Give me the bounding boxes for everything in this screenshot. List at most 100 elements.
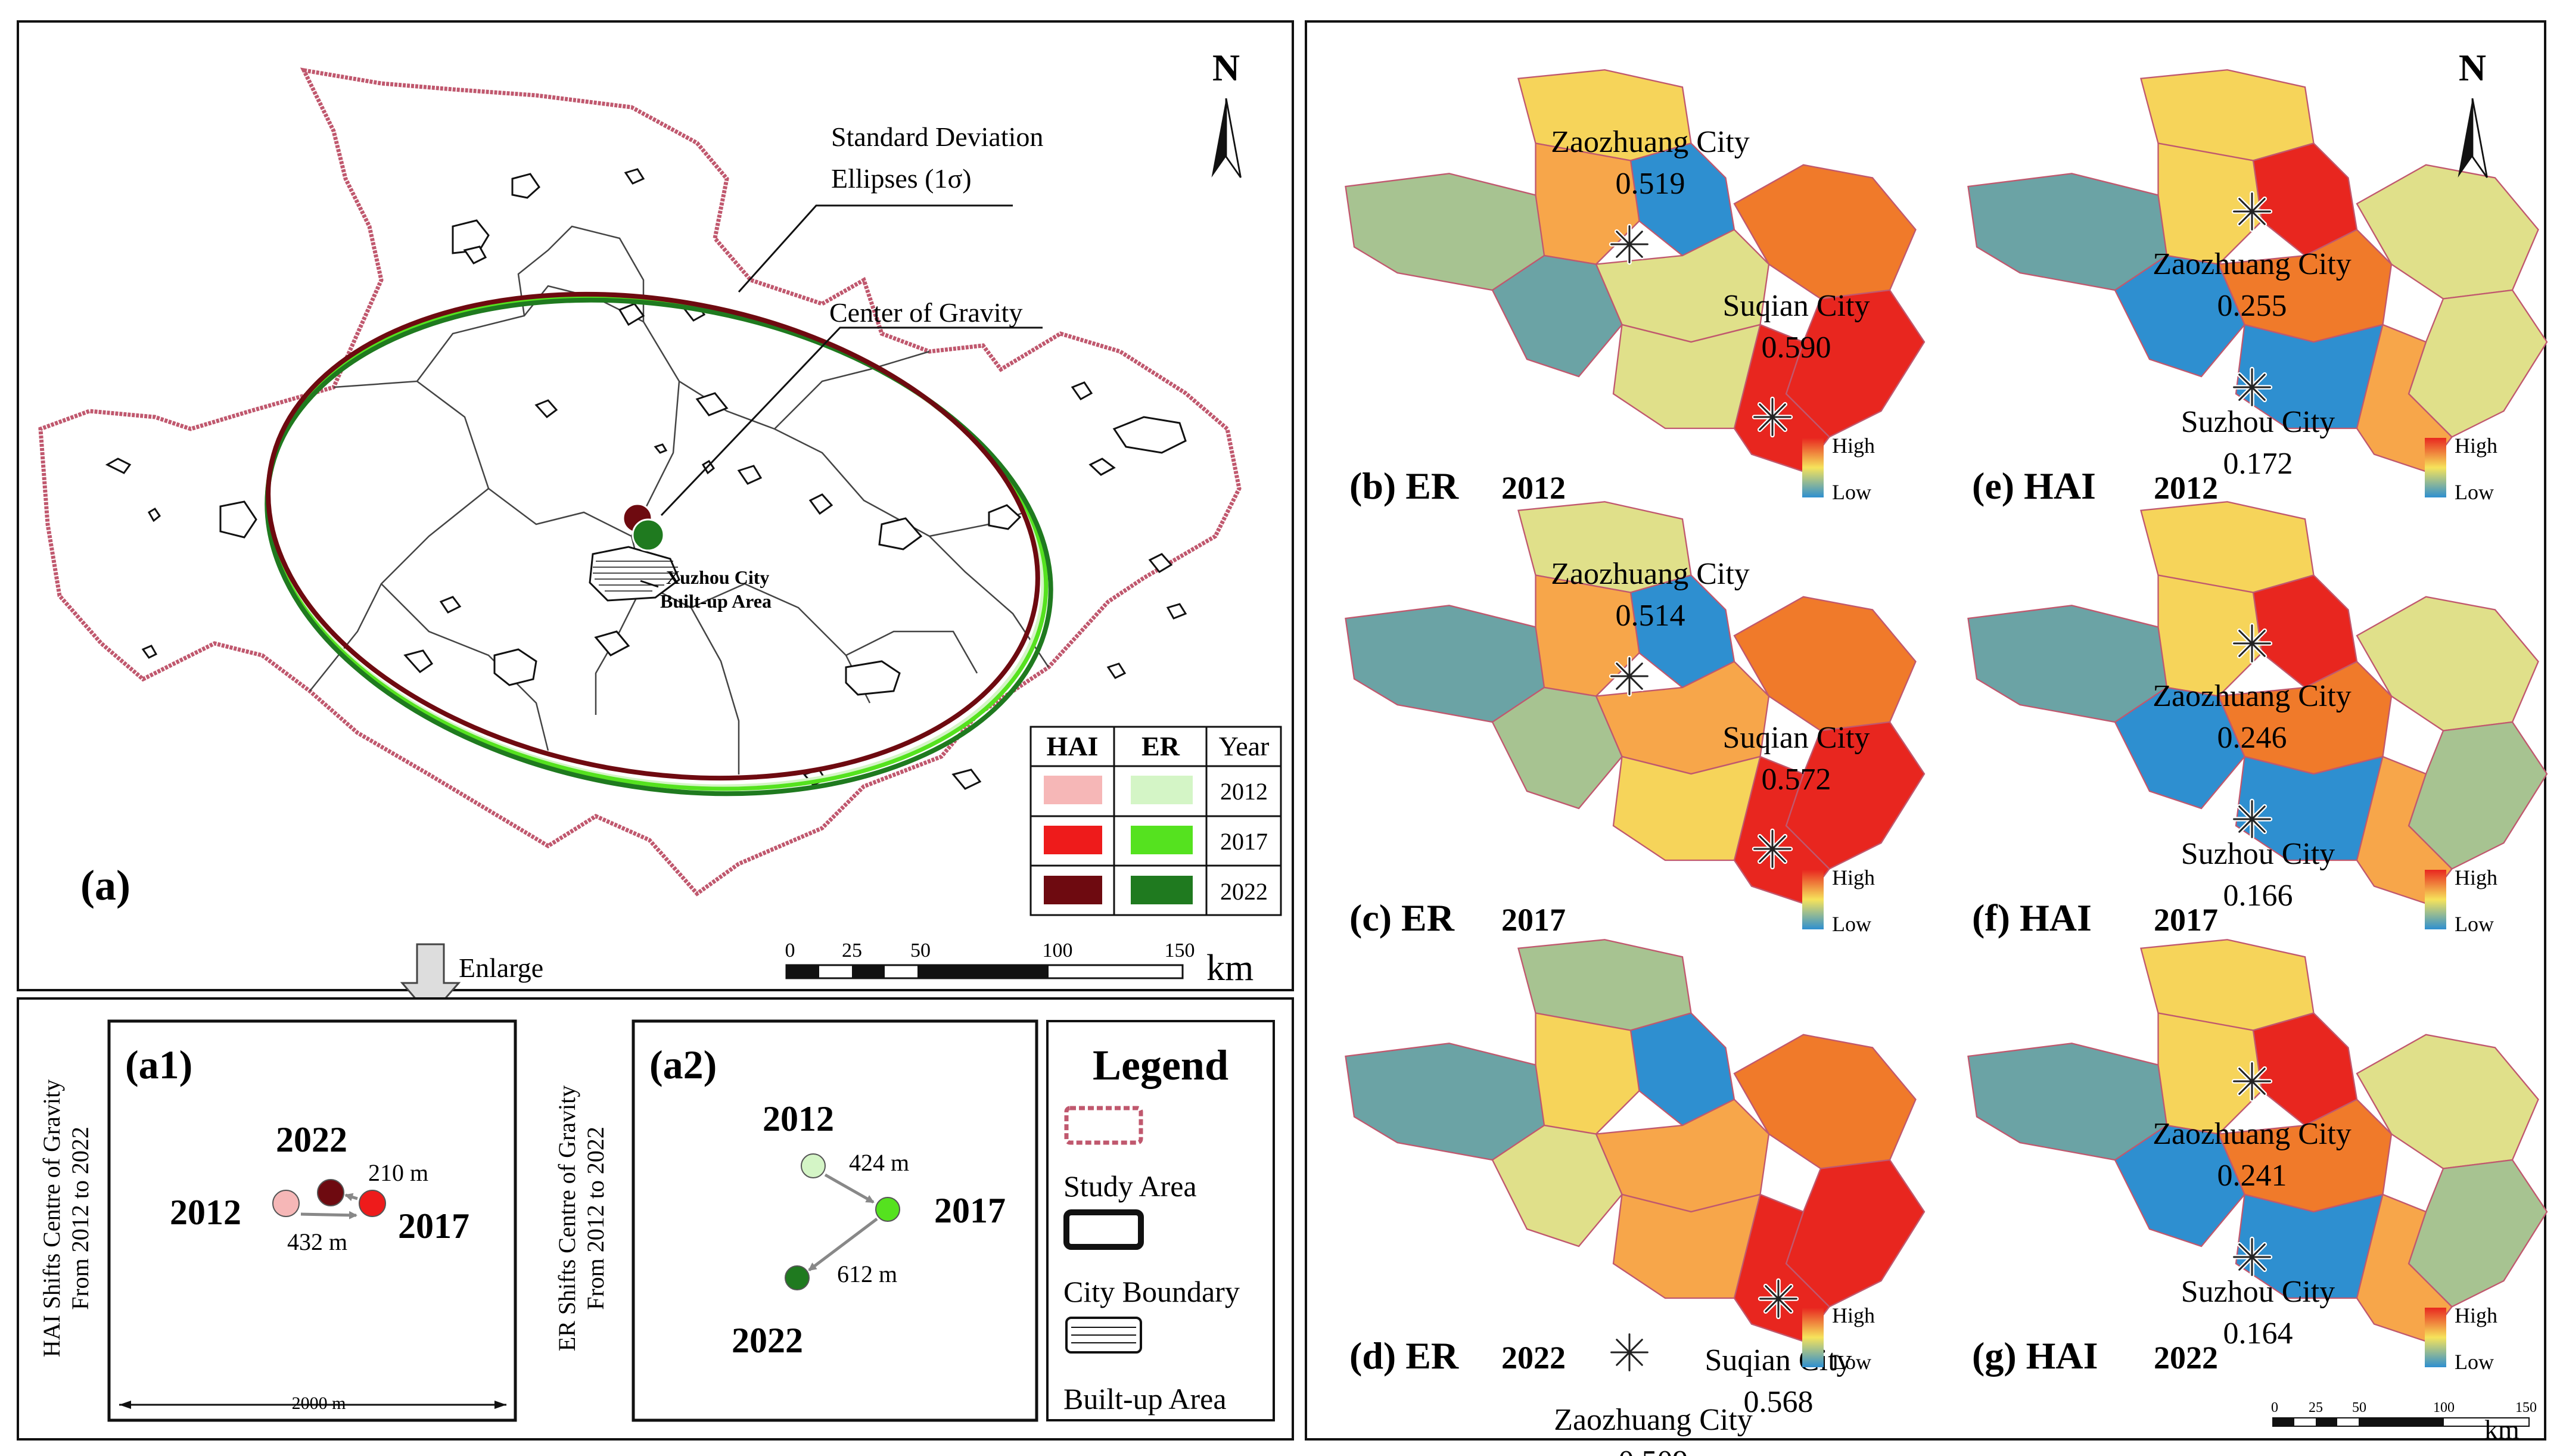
city-label-1: Zaozhuang City	[2153, 1117, 2352, 1151]
a1-shift-arrow-1	[300, 1211, 357, 1219]
city-label-1: Zaozhuang City	[1551, 125, 1750, 159]
a1-panel-label: (a1)	[125, 1042, 192, 1087]
legend-box: Legend Study Area City Boundary Built-up…	[1046, 1020, 1275, 1421]
highlight-asterisk-icon	[2232, 799, 2272, 839]
highlight-asterisk-icon	[2232, 1062, 2272, 1102]
swatch-er-2017	[1131, 826, 1193, 854]
panel-label-a: (a)	[80, 861, 130, 909]
a2-side-title-line1: ER Shifts Centre of Gravity	[553, 1085, 580, 1352]
small-map-5: Zaozhuang City 0.246 Suzhou City 0.166 High L…	[1967, 501, 2548, 939]
city-value-1: 0.241	[2217, 1159, 2287, 1193]
scale-high-label: High	[1832, 1303, 1875, 1327]
main-scale-tick-100: 100	[1043, 939, 1073, 962]
highlight-asterisk-icon	[2232, 192, 2272, 232]
city-label-2: Suqian City	[1704, 1343, 1852, 1377]
small-map-2: Zaozhuang City 0.514 Suqian City 0.572 High L…	[1345, 501, 1926, 939]
a1-year-2012: 2012	[170, 1193, 241, 1232]
swatch-hai-2017	[1044, 826, 1102, 854]
scale-low-label: Low	[2455, 480, 2494, 504]
legend-item-built-up-area: Built-up Area	[1063, 1382, 1227, 1415]
highlight-asterisk-icon	[2232, 368, 2272, 407]
panel-year: 2022	[1501, 1340, 1566, 1376]
a2-dist-2017-2022: 612 m	[837, 1261, 897, 1287]
table-year-2022: 2022	[1220, 878, 1268, 905]
highlight-asterisk-icon	[1759, 1279, 1799, 1319]
panel-label: (d) ER	[1349, 1334, 1459, 1377]
legend-study-area-swatch	[1064, 1106, 1143, 1145]
highlight-asterisk-icon	[1753, 397, 1793, 437]
xuzhou-label-line2: Built-up Area	[660, 590, 772, 612]
a1-scale-label: 2000 m	[292, 1393, 346, 1413]
region-northeast	[1733, 596, 1917, 732]
region-northeast	[1733, 1034, 1917, 1169]
table-year-2017: 2017	[1220, 828, 1268, 855]
legend-built-up-swatch	[1065, 1317, 1142, 1354]
inset-a2-frame	[632, 1019, 1038, 1422]
city-label-1: Zaozhuang City	[2153, 679, 2352, 713]
a1-hai-2022-point	[317, 1179, 344, 1206]
sde-ellipses	[265, 291, 1053, 797]
panel-label: (c) ER	[1349, 897, 1455, 939]
city-label-2: Suzhou City	[2181, 405, 2335, 439]
city-label-1: Zaozhuang City	[2153, 247, 2352, 281]
color-scale-bar	[2425, 1308, 2446, 1367]
table-header-hai: HAI	[1047, 731, 1099, 761]
swatch-er-2022	[1131, 876, 1193, 904]
scale-low-label: Low	[1832, 1350, 1871, 1374]
legend-item-city-boundary: City Boundary	[1063, 1275, 1240, 1308]
legend-title: Legend	[1093, 1041, 1228, 1089]
year-legend-table: HAI ER Year 2012 2017 2022	[1029, 726, 1282, 916]
main-scale-tick-25: 25	[842, 939, 862, 962]
cog-er-marker	[632, 518, 665, 552]
panel-year: 2022	[2154, 1340, 2218, 1376]
region-northeast	[2356, 1034, 2539, 1169]
scale-low-label: Low	[2455, 1350, 2494, 1374]
city-value-2: 0.172	[2223, 447, 2293, 481]
scale-high-label: High	[1832, 866, 1875, 889]
city-value-2: 0.568	[1744, 1385, 1814, 1419]
scale-high-label: High	[1832, 434, 1875, 458]
xuzhou-label-line1: Xuzhou City	[666, 567, 769, 588]
panel-year: 2017	[2154, 902, 2218, 938]
highlight-asterisk-icon	[1610, 1333, 1650, 1373]
a2-shift-arrow-1	[824, 1173, 875, 1204]
a2-er-2022-point	[785, 1265, 810, 1290]
city-value-2: 0.572	[1762, 763, 1831, 797]
panel-label: (g) HAI	[1972, 1334, 2098, 1377]
highlight-asterisk-icon	[1610, 657, 1650, 696]
scale-high-label: High	[2455, 1303, 2497, 1327]
a2-er-2012-point	[801, 1153, 826, 1178]
table-year-2012: 2012	[1220, 778, 1268, 805]
legend-city-boundary-swatch	[1063, 1209, 1144, 1250]
small-scale-tick-25: 25	[2309, 1400, 2323, 1415]
highlight-asterisk-icon	[1610, 225, 1650, 265]
table-header-er: ER	[1141, 731, 1180, 761]
table-header-year: Year	[1219, 731, 1270, 761]
a1-hai-2012-point	[272, 1190, 300, 1217]
scale-high-label: High	[2455, 866, 2497, 889]
color-scale-bar	[1802, 438, 1824, 497]
small-scale-bar: 0 25 50 100 150 km	[2271, 1400, 2537, 1445]
a1-year-2017: 2017	[398, 1206, 469, 1246]
panel-label: (b) ER	[1349, 465, 1459, 507]
north-label-small: N	[2459, 46, 2486, 89]
north-label-main: N	[1212, 46, 1240, 89]
built-up-patches	[105, 168, 1187, 790]
a2-year-2022: 2022	[732, 1321, 803, 1360]
color-scale-bar	[1802, 870, 1824, 929]
panel-label: (f) HAI	[1972, 897, 2092, 939]
city-value-1: 0.519	[1616, 167, 1685, 201]
a2-year-2012: 2012	[763, 1099, 834, 1138]
city-value-2: 0.590	[1762, 331, 1831, 365]
main-scale-tick-150: 150	[1165, 939, 1195, 962]
small-scale-tick-100: 100	[2433, 1400, 2455, 1415]
cog-label: Center of Gravity	[829, 297, 1022, 328]
swatch-hai-2012	[1044, 776, 1102, 804]
a2-panel-label: (a2)	[649, 1042, 717, 1087]
small-scale-tick-0: 0	[2271, 1400, 2278, 1415]
main-scale-unit: km	[1206, 948, 1253, 988]
study-area-outline	[38, 67, 1242, 897]
scale-high-label: High	[2455, 434, 2497, 458]
city-label-1: Zaozhuang City	[1554, 1403, 1753, 1437]
a2-er-2017-point	[875, 1197, 900, 1222]
